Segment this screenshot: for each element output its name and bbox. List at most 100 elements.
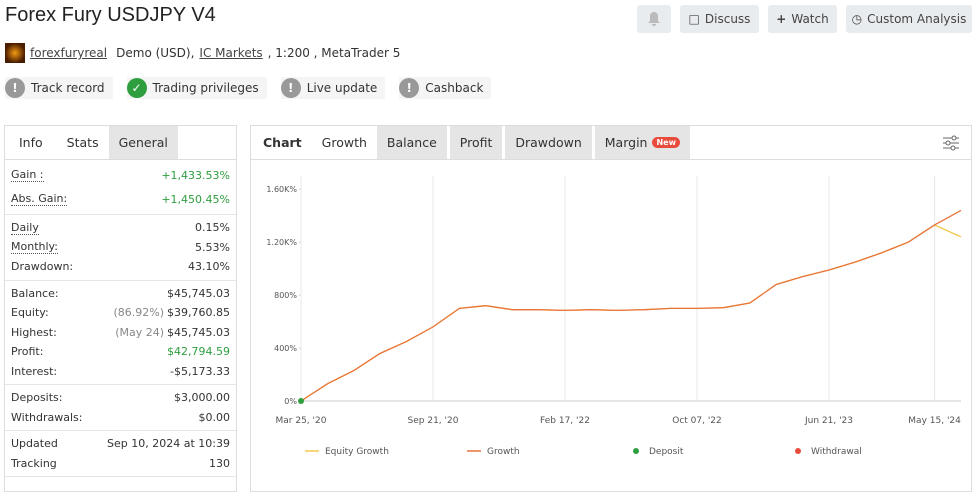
stats-label: Updated (11, 437, 58, 451)
y-tick-label: 1.20K% (266, 238, 297, 247)
stats-value-wrap: $3,000.00 (174, 391, 230, 404)
legend-label: Equity Growth (325, 447, 389, 457)
legend-label: Deposit (649, 447, 684, 457)
stats-row: Gain : +1,433.53% (11, 163, 230, 187)
stats-label: Interest: (11, 364, 58, 378)
stats-value: +1,433.53% (161, 168, 230, 182)
badge-label: Cashback (425, 81, 484, 95)
stats-label: Balance: (11, 286, 59, 300)
x-tick-label: May 15, '24 (908, 416, 961, 426)
user-link[interactable]: forexfuryreal (30, 46, 108, 60)
legend-label: Growth (487, 447, 520, 457)
custom-analysis-button[interactable]: ◷ Custom Analysis (846, 5, 972, 33)
badge-label: Trading privileges (152, 81, 259, 95)
tab[interactable]: Stats (66, 135, 99, 150)
chart-panel: Chart Growth Balance Profit Drawdown Margin Ne… (250, 125, 972, 492)
account-line: forexfuryreal Demo (USD), IC Markets , 1… (5, 43, 400, 63)
stats-value-wrap: (May 24) $45,745.03 (115, 326, 230, 339)
badge: ! Cashback (399, 77, 492, 99)
stats-label: Abs. Gain: (11, 192, 68, 206)
stats-label: Daily (11, 220, 39, 235)
stats-value: +1,450.45% (161, 192, 230, 206)
stats-value-wrap: 0.15% (195, 221, 230, 234)
badge: ! Live update (280, 77, 386, 99)
stats-value-wrap: +1,433.53% (161, 169, 230, 182)
discuss-button[interactable]: □ Discuss (680, 5, 759, 33)
y-tick-label: 0% (284, 397, 297, 406)
stats-label: Highest: (11, 325, 57, 339)
stats-group: Balance: $45,745.03 Equity: (86.92%) $39,760… (5, 281, 236, 385)
stats-group: Updated Sep 10, 2024 at 10:39 Tracking 130 (5, 431, 236, 477)
stats-value: $45,745.03 (167, 286, 230, 300)
x-tick-label: Oct 07, '22 (672, 416, 722, 426)
tab: Chart (263, 135, 302, 150)
stats-value: $39,760.85 (167, 306, 230, 320)
new-badge: New (652, 137, 680, 148)
stats-value: $42,794.59 (167, 345, 230, 359)
stats-label: Equity: (11, 306, 49, 320)
stats-row: Profit: $42,794.59 (11, 342, 230, 362)
stats-value-wrap: 130 (209, 457, 230, 470)
tab[interactable]: General (108, 126, 178, 159)
y-tick-label: 800% (274, 291, 297, 300)
x-tick-label: Sep 21, '20 (408, 416, 459, 426)
tab[interactable]: Profit (449, 126, 503, 159)
stats-row: Interest: -$5,173.33 (11, 362, 230, 382)
badge-label: Track record (31, 81, 105, 95)
stats-row: Balance: $45,745.03 (11, 284, 230, 304)
stats-label: Withdrawals: (11, 410, 83, 424)
stats-value: $45,745.03 (167, 325, 230, 339)
stats-row: Daily 0.15% (11, 218, 230, 238)
tab[interactable]: Balance (376, 126, 447, 159)
broker-link[interactable]: IC Markets (199, 46, 263, 60)
tab[interactable]: Drawdown (505, 126, 592, 159)
stats-label: Deposits: (11, 391, 63, 405)
button-label: Custom Analysis (867, 12, 967, 26)
watch-button[interactable]: + Watch (768, 5, 837, 33)
stats-value: 5.53% (195, 240, 230, 254)
stats-value-wrap: $45,745.03 (167, 287, 230, 300)
x-tick-label: Jun 21, '23 (804, 416, 853, 426)
avatar (5, 43, 25, 63)
button-label: Watch (791, 12, 829, 26)
chart: 0% 400% 800% 1.20K% 1.60K% Mar 25, '20 Sep 21,… (266, 176, 962, 457)
stats-value: 43.10% (188, 260, 230, 274)
badge-label: Live update (306, 81, 378, 95)
tab[interactable]: Info (19, 135, 43, 150)
stats-row: Deposits: $3,000.00 (11, 388, 230, 408)
stats-label: Profit: (11, 345, 44, 359)
stats-note: (86.92%) (113, 306, 165, 320)
stats-row: Monthly: 5.53% (11, 238, 230, 258)
stats-value: $3,000.00 (174, 391, 230, 405)
stats-value: Sep 10, 2024 at 10:39 (107, 437, 230, 451)
y-tick-label: 1.60K% (266, 185, 297, 194)
stats-value-wrap: 43.10% (188, 260, 230, 273)
stats-value-wrap: $42,794.59 (167, 345, 230, 358)
badge-icon: ! (5, 78, 25, 98)
stats-value-wrap: (86.92%) $39,760.85 (113, 306, 230, 319)
button-label: Discuss (704, 12, 751, 26)
stats-value: -$5,173.33 (170, 364, 230, 378)
title: Forex Fury USDJPY V4 (5, 4, 216, 26)
x-tick-label: Feb 17, '22 (540, 416, 590, 426)
stats-row: Tracking 130 (11, 454, 230, 474)
stats-row: Highest: (May 24) $45,745.03 (11, 323, 230, 343)
stats-row: Drawdown: 43.10% (11, 257, 230, 277)
tab[interactable]: Margin New (594, 126, 690, 159)
stats-note: (May 24) (115, 325, 165, 339)
legend-label: Withdrawal (811, 447, 862, 457)
badges: ! Track record ✓ Trading privileges! Live up… (5, 77, 492, 99)
alert-button[interactable] (637, 5, 671, 33)
stats-group: Daily 0.15% Monthly: 5.53% Drawdown: 43.10% (5, 215, 236, 281)
stats-value: 130 (209, 456, 230, 470)
tab[interactable]: Growth (321, 135, 367, 150)
stats-group: Deposits: $3,000.00 Withdrawals: $0.00 (5, 385, 236, 431)
stats-value-wrap: $0.00 (199, 411, 231, 424)
x-tick-label: Mar 25, '20 (276, 416, 327, 426)
stats-row: Equity: (86.92%) $39,760.85 (11, 303, 230, 323)
stats-value-wrap: +1,450.45% (161, 193, 230, 206)
badge-icon: ! (280, 78, 301, 98)
stats-row: Abs. Gain: +1,450.45% (11, 187, 230, 211)
settings-icon[interactable] (941, 134, 961, 152)
legend-swatch (795, 448, 801, 454)
